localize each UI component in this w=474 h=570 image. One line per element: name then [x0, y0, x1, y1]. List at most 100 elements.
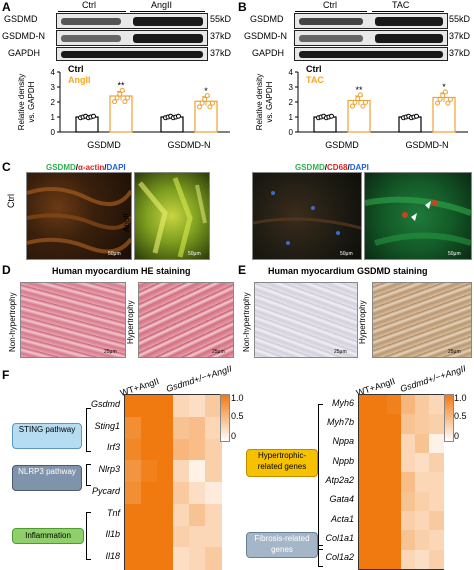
heat-r-cell-6-4: [415, 511, 430, 531]
heat-r-gene-0: Myh6: [331, 397, 354, 408]
scale-c-1: 50μm: [108, 251, 121, 257]
panel-d-left-label: Non-hypertrophy: [8, 292, 17, 352]
heat-r-cell-6-3: [401, 511, 416, 531]
heat-l-cell-1-3: [173, 416, 190, 439]
heat-r-gene-8: Col1a2: [325, 552, 354, 563]
heat-l-cell-0-1: [141, 395, 158, 418]
panel-c-row-angii: AngII: [122, 213, 131, 232]
heat-l-cell-4-5: [205, 482, 222, 505]
blot-a-row-label-0: GSDMD: [4, 14, 38, 24]
chart-b-pt-0-1-2: [355, 96, 361, 102]
heat-r-cell-7-0: [359, 530, 374, 551]
heat-l-cell-1-5: [205, 416, 222, 439]
pathway-sting: STING pathway: [12, 423, 82, 449]
heat-l-cell-6-1: [141, 525, 158, 548]
heat-l-gene-2: Irf3: [106, 442, 120, 453]
heat-r-cell-2-3: [401, 433, 416, 454]
blot-a-group-line-ctrl: [58, 11, 126, 12]
heat-r-cell-2-0: [359, 433, 374, 454]
heat-l-cell-5-2: [157, 503, 174, 526]
heat-r-cell-4-3: [401, 472, 416, 493]
panel-label-c: C: [2, 160, 11, 174]
heat-r-cell-8-3: [401, 549, 416, 570]
heat-l-cell-4-4: [189, 482, 206, 505]
heat-l-cell-2-5: [205, 438, 222, 461]
heat-r-cell-6-5: [429, 511, 444, 531]
heat-l-cell-6-4: [189, 525, 206, 548]
panel-d-right-label: Hypertrophy: [126, 300, 135, 344]
chart-b-legend-1: TAC: [306, 75, 324, 85]
heat-l-colorbar: [220, 394, 230, 442]
blot-b-kd-0: 55kD: [449, 14, 471, 24]
chart-b-pt-1-1-5: [448, 96, 453, 102]
heat-r-cell-3-4: [415, 453, 430, 473]
blot-a-group-ctrl: Ctrl: [82, 0, 96, 10]
heat-r-cell-2-2: [387, 433, 402, 454]
blot-a-gsdmd: [56, 13, 208, 29]
blot-a-kd-1: 37kD: [210, 31, 232, 41]
heat-l-cell-3-2: [157, 460, 174, 483]
bracket-nlrp3: [86, 464, 91, 486]
pathway-fibrosis: Fibrosis-related genes: [246, 532, 318, 558]
heat-l-cell-2-4: [189, 438, 206, 461]
heat-r-tick-0: 0: [454, 431, 460, 441]
heat-l-gene-6: Il1b: [105, 529, 120, 540]
heat-l-cell-3-4: [189, 460, 206, 483]
panel-label-f: F: [2, 368, 10, 382]
blot-b-kd-2: 37kD: [449, 48, 471, 58]
heat-l-cell-7-1: [141, 547, 158, 570]
blot-a-gsdmd-n: [56, 30, 208, 46]
heat-l-cell-6-0: [125, 525, 142, 548]
fluor-angii-actin: [134, 172, 210, 260]
heat-r-cell-8-0: [359, 549, 374, 570]
heat-l-cell-7-0: [125, 547, 142, 570]
heat-r-gene-1: Myh7b: [326, 417, 354, 427]
fluor-ctrl-actin: [26, 172, 132, 260]
heat-r-cell-4-1: [373, 472, 388, 493]
heat-r-gene-5: Gata4: [329, 494, 354, 505]
chart-a-ytick-label-3: 3: [51, 83, 56, 92]
heat-r-cell-1-4: [415, 414, 430, 435]
pathway-inflammation: Inflammation: [12, 528, 84, 544]
heat-l-cell-7-5: [205, 547, 222, 570]
heat-r-cell-7-2: [387, 530, 402, 551]
chart-b-ylabel-line2: vs. GAPDH: [265, 81, 274, 122]
heat-r-gene-2: Nppa: [332, 436, 354, 447]
heatmap-right: [358, 394, 444, 570]
chart-b-pt-0-1-4: [360, 103, 366, 109]
heat-r-tick-05: 0.5: [454, 411, 467, 421]
heat-l-cell-6-5: [205, 525, 222, 548]
heat-l-cell-1-2: [157, 416, 174, 439]
heat-l-cell-7-4: [189, 547, 206, 570]
blot-b-group-ctrl: Ctrl: [323, 0, 337, 10]
heat-l-gene-0: Gsdmd: [90, 398, 120, 409]
heat-l-cell-0-4: [189, 395, 206, 418]
ihc-hypertrophy: [372, 282, 472, 358]
heat-l-cell-3-0: [125, 460, 142, 483]
chart-b-ytick-label-2: 2: [289, 98, 294, 107]
chart-a-sig-1: *: [204, 86, 208, 96]
heat-l-tick-0: 0: [231, 431, 237, 441]
pathway-hypertrophic: Hypertrophic-related genes: [246, 449, 318, 477]
chart-a-pt-1-1-5: [210, 100, 215, 106]
blot-a-kd-2: 37kD: [210, 48, 232, 58]
chart-b-pt-0-1-5: [363, 99, 368, 105]
bracket-hyper: [318, 404, 323, 550]
chart-a-legend-0: Ctrl: [68, 64, 84, 74]
heat-l-gene-4: Pycard: [91, 485, 120, 496]
heat-l-cell-2-1: [141, 438, 158, 461]
heat-r-cell-5-2: [387, 491, 402, 512]
heat-r-gene-4: Atp2a2: [325, 475, 354, 485]
chart-b-pt-1-1-0: [435, 100, 440, 106]
panel-e-right-label: Hypertrophy: [358, 300, 367, 344]
heat-l-cell-1-1: [141, 416, 158, 439]
heat-r-cell-3-2: [387, 453, 402, 473]
heat-l-gene-7: Il18: [105, 551, 120, 562]
chart-b-pt-0-1-1: [352, 99, 358, 105]
heat-r-cell-7-5: [429, 530, 444, 551]
stain-cd68: CD68: [327, 163, 348, 172]
heat-l-cell-1-4: [189, 416, 206, 439]
chart-b-ytick-label-3: 3: [289, 83, 294, 92]
heat-l-cell-7-3: [173, 547, 190, 570]
heat-r-cell-1-0: [359, 414, 374, 435]
